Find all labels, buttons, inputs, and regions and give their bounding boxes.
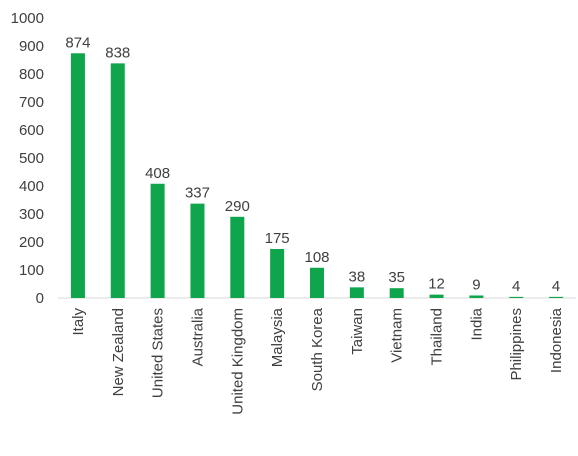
y-tick-label: 600 (19, 122, 44, 139)
category-label: South Korea (309, 307, 326, 391)
bar (349, 287, 364, 298)
y-tick-label: 900 (19, 38, 44, 55)
bar (270, 249, 285, 298)
category-label: Italy (70, 308, 87, 336)
category-label: United Kingdom (229, 308, 246, 415)
category-label: Malaysia (269, 307, 286, 367)
data-labels: 874 838 408 337 290 175 108 38 35 12 9 4 4 (65, 34, 560, 295)
y-tick-label: 500 (19, 150, 44, 167)
y-tick-label: 1000 (11, 10, 44, 27)
y-tick-label: 0 (36, 290, 44, 307)
bar (509, 296, 524, 298)
category-label: Thailand (429, 308, 446, 366)
y-tick-label: 400 (19, 178, 44, 195)
category-label: Philippines (508, 308, 525, 381)
bar (549, 296, 564, 298)
category-label: Vietnam (389, 308, 406, 363)
data-label: 874 (65, 34, 90, 51)
data-label: 4 (552, 278, 560, 295)
y-tick-label: 100 (19, 262, 44, 279)
data-label: 35 (388, 269, 405, 286)
bar (70, 53, 85, 298)
data-label: 4 (512, 278, 520, 295)
bar (429, 294, 444, 298)
data-label: 108 (304, 249, 329, 266)
bar (469, 295, 484, 298)
y-tick-label: 300 (19, 206, 44, 223)
bars (70, 53, 564, 298)
data-label: 9 (472, 276, 480, 293)
data-label: 12 (428, 276, 445, 293)
data-label: 38 (349, 268, 366, 285)
category-label: Indonesia (548, 307, 565, 373)
y-tick-label: 700 (19, 94, 44, 111)
category-label: Taiwan (349, 308, 366, 355)
category-label: United States (150, 308, 167, 398)
category-label: New Zealand (110, 308, 127, 396)
category-labels: Italy New Zealand United States Australia Un… (70, 307, 565, 414)
data-label: 408 (145, 165, 170, 182)
data-label: 337 (185, 185, 210, 202)
bar (150, 183, 165, 298)
category-label: India (468, 307, 485, 340)
data-label: 175 (265, 230, 290, 247)
data-label: 838 (105, 44, 130, 61)
bar (230, 216, 245, 298)
y-tick-label: 200 (19, 234, 44, 251)
data-label: 290 (225, 198, 250, 215)
y-axis: 0 100 200 300 400 500 600 700 800 900 1000 (11, 10, 44, 307)
bar (190, 203, 205, 298)
bar (110, 63, 125, 298)
y-tick-label: 800 (19, 66, 44, 83)
category-label: Australia (189, 307, 206, 366)
bar (310, 267, 324, 298)
bar (389, 288, 404, 298)
